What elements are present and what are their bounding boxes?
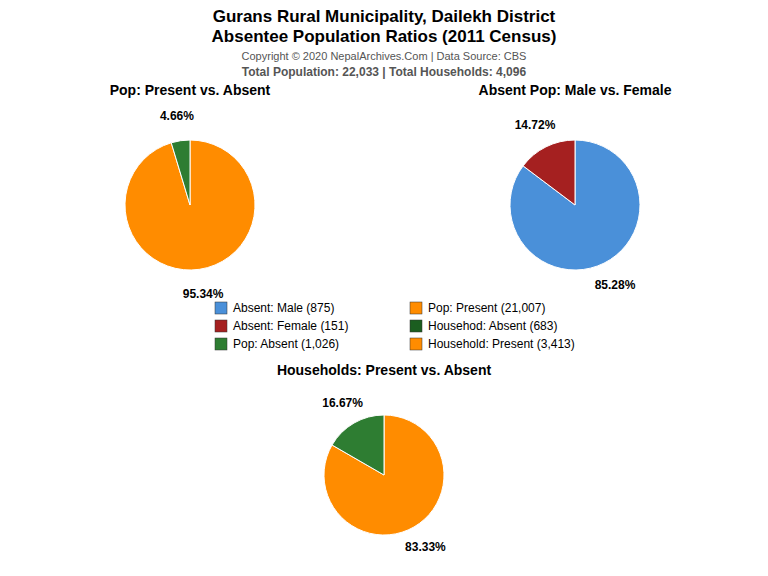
legend-label: Househod: Absent (683)	[428, 319, 557, 333]
pie-slice	[332, 415, 384, 475]
pie-slice	[324, 415, 444, 535]
pie-chart: Households: Present vs. Absent 83.33% 16.6…	[277, 362, 492, 554]
legend-label: Pop: Absent (1,026)	[233, 337, 339, 351]
data-label: 14.72%	[515, 118, 556, 132]
legend-item: Pop: Present (21,007)	[410, 301, 545, 315]
data-labels: 95.34% 4.66%	[160, 109, 224, 300]
legend-swatch	[215, 338, 227, 350]
data-label: 4.66%	[160, 109, 194, 123]
legend-swatch	[215, 320, 227, 332]
legend-item: Absent: Male (875)	[215, 301, 334, 315]
data-labels: 85.28% 14.72%	[515, 118, 636, 293]
pie-title: Absent Pop: Male vs. Female	[479, 82, 672, 98]
subtitle: Absentee Population Ratios (2011 Census)	[212, 27, 557, 46]
annotation: Total Population: 22,033 | Total Househo…	[242, 65, 527, 79]
slices	[324, 415, 444, 535]
pie-slice	[523, 140, 575, 205]
legend-item: Pop: Absent (1,026)	[215, 337, 339, 351]
legend-swatch	[410, 338, 422, 350]
legend-label: Absent: Male (875)	[233, 301, 334, 315]
pie-chart: Pop: Present vs. Absent 95.34% 4.66%	[110, 82, 271, 301]
data-label: 16.67%	[322, 396, 363, 410]
legend-item: Househod: Absent (683)	[410, 319, 557, 333]
pie-slice	[125, 140, 255, 270]
legend-label: Absent: Female (151)	[233, 319, 348, 333]
pie-slice	[171, 140, 190, 205]
pie-title: Pop: Present vs. Absent	[110, 82, 271, 98]
pie-slice	[510, 140, 640, 270]
legend-item: Absent: Female (151)	[215, 319, 348, 333]
data-label: 95.34%	[183, 287, 224, 301]
legend-swatch	[410, 320, 422, 332]
slices	[125, 140, 255, 270]
legend-label: Pop: Present (21,007)	[428, 301, 545, 315]
legend-swatch	[410, 302, 422, 314]
data-label: 83.33%	[405, 540, 446, 554]
chart-root: Gurans Rural Municipality, Dailekh Distr…	[0, 0, 768, 576]
pie-title: Households: Present vs. Absent	[277, 362, 492, 378]
legend-item: Household: Present (3,413)	[410, 337, 575, 351]
legend-swatch	[215, 302, 227, 314]
data-labels: 83.33% 16.67%	[322, 396, 446, 553]
annotation: Copyright © 2020 NepalArchives.Com | Dat…	[242, 50, 527, 62]
header: Gurans Rural Municipality, Dailekh Distr…	[212, 7, 557, 79]
legend: Absent: Male (875) Absent: Female (151) Po…	[215, 301, 575, 351]
legend-label: Household: Present (3,413)	[428, 337, 575, 351]
title: Gurans Rural Municipality, Dailekh Distr…	[213, 7, 556, 26]
pie-chart: Absent Pop: Male vs. Female 85.28% 14.72%	[479, 82, 672, 292]
slices	[510, 140, 640, 270]
data-label: 85.28%	[595, 278, 636, 292]
